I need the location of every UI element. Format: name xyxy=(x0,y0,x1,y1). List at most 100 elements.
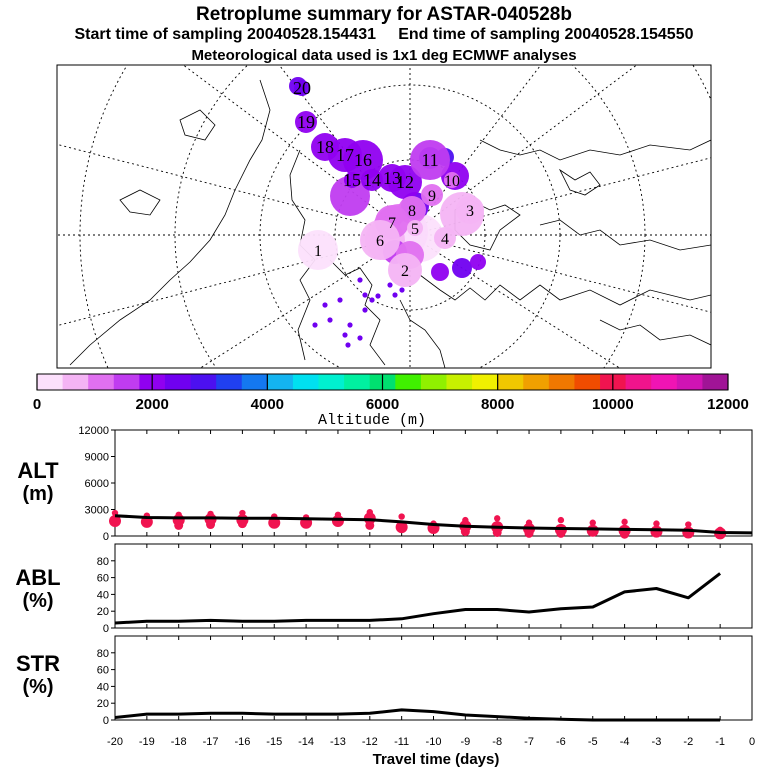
plume-day-label: 7 xyxy=(388,215,396,232)
plume-day-label: 19 xyxy=(297,112,315,132)
coastline xyxy=(539,219,711,251)
meridian-line xyxy=(278,65,411,236)
coastline xyxy=(599,319,711,346)
alt-cluster-marker xyxy=(620,529,630,539)
plume-day-label: 6 xyxy=(376,233,384,250)
colorbar-segment xyxy=(702,374,729,390)
abl-y-tick-label: 80 xyxy=(97,556,109,568)
meridian-line xyxy=(409,234,621,368)
plume-particle xyxy=(345,342,351,348)
plume-particle xyxy=(347,322,353,328)
alt-cluster-marker xyxy=(586,524,599,537)
x-tick-label: -19 xyxy=(139,736,155,748)
altitude-colorbar xyxy=(36,373,729,391)
str-y-tick-label: 60 xyxy=(97,665,109,677)
coastline xyxy=(419,274,711,306)
plume-particle xyxy=(357,335,363,341)
alt-cluster-marker xyxy=(109,514,121,527)
x-tick-label: -6 xyxy=(556,736,566,748)
alt-cluster-marker xyxy=(621,518,628,526)
alt-panel-unit: (m) xyxy=(22,483,53,505)
colorbar-segment xyxy=(446,374,473,390)
colorbar-tick-label: 0 xyxy=(33,396,41,413)
colorbar-tick-labels: 0 2000 4000 6000 8000 10000 12000 xyxy=(33,374,749,413)
colorbar-segment xyxy=(497,374,524,390)
alt-cluster-marker xyxy=(682,526,695,539)
alt-cluster-marker xyxy=(650,525,663,538)
colorbar-segment xyxy=(113,374,140,390)
plume-day-label: 14 xyxy=(363,170,381,190)
alt-cluster-marker xyxy=(237,519,247,529)
plume-particle xyxy=(375,293,381,299)
colorbar-tick-label: 4000 xyxy=(251,396,284,413)
plume-cluster xyxy=(388,253,422,287)
alt-cluster-marker xyxy=(556,528,566,538)
plume-day-label: 11 xyxy=(421,150,438,170)
plume-day-label: 17 xyxy=(336,145,354,165)
alt-y-tick-label: 0 xyxy=(103,531,109,543)
alt-cluster-marker xyxy=(524,528,534,538)
plume-particle xyxy=(392,292,398,298)
plume-particle xyxy=(337,297,343,303)
meridian-line xyxy=(409,157,711,236)
colorbar-segment xyxy=(420,374,447,390)
plume-cluster xyxy=(294,80,310,96)
plume-day-label: 9 xyxy=(428,188,436,205)
plume-particle xyxy=(312,322,318,328)
x-tick-label: -3 xyxy=(652,736,662,748)
plume-cluster xyxy=(330,176,370,216)
coastline xyxy=(558,168,601,196)
x-axis-label: Travel time (days) xyxy=(373,751,500,768)
plume-day-label: 16 xyxy=(354,150,372,170)
colorbar-segment xyxy=(292,374,319,390)
x-tick-label: -16 xyxy=(234,736,250,748)
alt-cluster-marker xyxy=(589,519,596,526)
colorbar-segment xyxy=(267,374,294,390)
alt-cluster-marker xyxy=(460,527,470,537)
plume-clusters xyxy=(289,77,486,348)
alt-cluster-marker xyxy=(494,515,501,522)
colorbar-segment xyxy=(625,374,652,390)
colorbar-segment xyxy=(548,374,575,390)
plume-day-label: 2 xyxy=(401,263,409,280)
x-tick-label: -14 xyxy=(298,736,314,748)
plume-day-label: 1 xyxy=(314,243,322,260)
meridian-line xyxy=(57,143,411,236)
colorbar-segment xyxy=(472,374,499,390)
colorbar-segment xyxy=(344,374,371,390)
alt-cluster-marker xyxy=(492,527,502,537)
colorbar-segment xyxy=(62,374,89,390)
plume-particle xyxy=(342,332,348,338)
x-tick-label: -7 xyxy=(524,736,534,748)
x-tick-label: -13 xyxy=(330,736,346,748)
x-tick-label: -12 xyxy=(362,736,378,748)
plume-day-label: 4 xyxy=(441,231,449,248)
colorbar-axis-label: Altitude (m) xyxy=(318,412,426,429)
coastline xyxy=(479,139,711,161)
alt-y-tick-label: 3000 xyxy=(85,505,109,517)
plume-particle xyxy=(357,277,363,283)
alt-cluster-marker xyxy=(365,520,375,530)
colorbar-segment xyxy=(651,374,678,390)
start-time-label: Start time of sampling 20040528.154431 xyxy=(74,26,377,43)
time-series-panels: 030006000900012000020406080020406080-20-… xyxy=(78,425,755,748)
colorbar-tick-label: 8000 xyxy=(481,396,514,413)
plume-particle xyxy=(362,292,368,298)
colorbar-tick-label: 10000 xyxy=(592,396,634,413)
alt-cluster-marker xyxy=(174,520,184,530)
alt-series-line xyxy=(114,514,753,535)
alt-cluster-marker xyxy=(653,520,660,527)
str-panel-frame xyxy=(114,635,753,721)
coastline xyxy=(179,109,216,141)
plume-cluster xyxy=(295,111,317,133)
plume-cluster xyxy=(388,165,422,199)
colorbar-segment xyxy=(88,374,115,390)
plume-particle xyxy=(362,307,368,313)
abl-y-tick-label: 20 xyxy=(97,606,109,618)
colorbar-segment xyxy=(676,374,703,390)
x-tick-label: -1 xyxy=(715,736,725,748)
x-tick-label: -10 xyxy=(426,736,442,748)
colorbar-segment xyxy=(37,374,63,390)
